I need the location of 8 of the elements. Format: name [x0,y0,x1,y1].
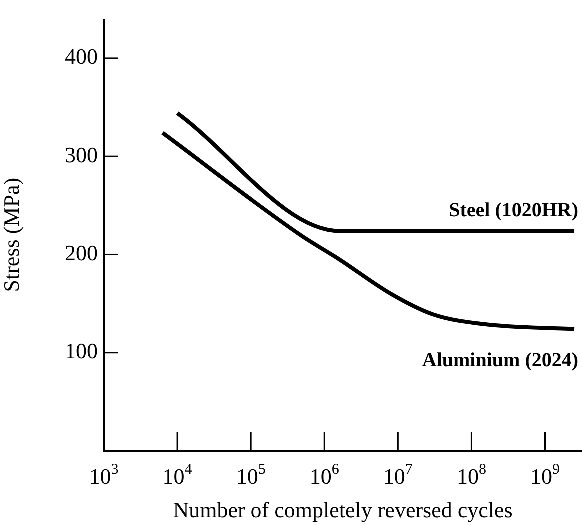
y-tick-label: 200 [65,240,98,266]
y-axis-title: Stress (MPa) [0,178,24,292]
y-tick-label: 100 [65,338,98,364]
y-tick-label: 400 [65,44,98,70]
series-label: Aluminium (2024) [422,349,579,372]
x-axis-title: Number of completely reversed cycles [173,498,513,523]
y-tick-label: 300 [65,142,98,168]
series-label: Steel (1020HR) [449,199,579,222]
